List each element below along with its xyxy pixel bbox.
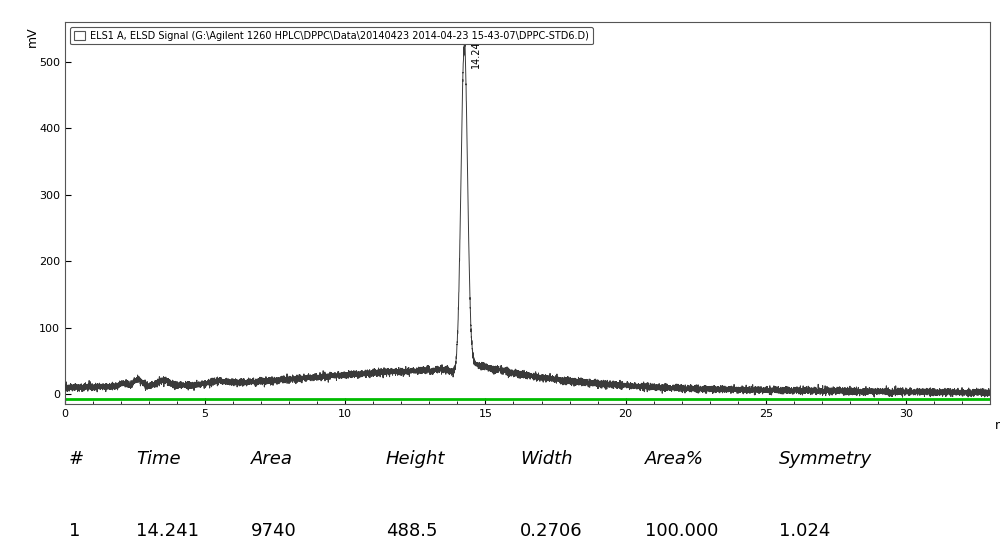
Text: 9740: 9740: [251, 522, 297, 540]
Text: 1.024: 1.024: [779, 522, 831, 540]
Y-axis label: mV: mV: [26, 27, 39, 48]
Text: 14.241: 14.241: [471, 34, 481, 68]
Text: #: #: [69, 450, 84, 468]
Text: Area: Area: [251, 450, 293, 468]
Text: 0.2706: 0.2706: [520, 522, 583, 540]
Text: Time: Time: [136, 450, 181, 468]
Text: 14.241: 14.241: [136, 522, 199, 540]
Text: Area%: Area%: [645, 450, 704, 468]
Text: Symmetry: Symmetry: [779, 450, 872, 468]
Legend: ELS1 A, ELSD Signal (G:\Agilent 1260 HPLC\DPPC\Data\20140423 2014-04-23 15-43-07: ELS1 A, ELSD Signal (G:\Agilent 1260 HPL…: [70, 27, 593, 44]
Text: 1: 1: [69, 522, 80, 540]
Text: Height: Height: [386, 450, 445, 468]
Text: 488.5: 488.5: [386, 522, 437, 540]
Text: Width: Width: [520, 450, 572, 468]
Text: min: min: [995, 419, 1000, 432]
Text: 100.000: 100.000: [645, 522, 718, 540]
